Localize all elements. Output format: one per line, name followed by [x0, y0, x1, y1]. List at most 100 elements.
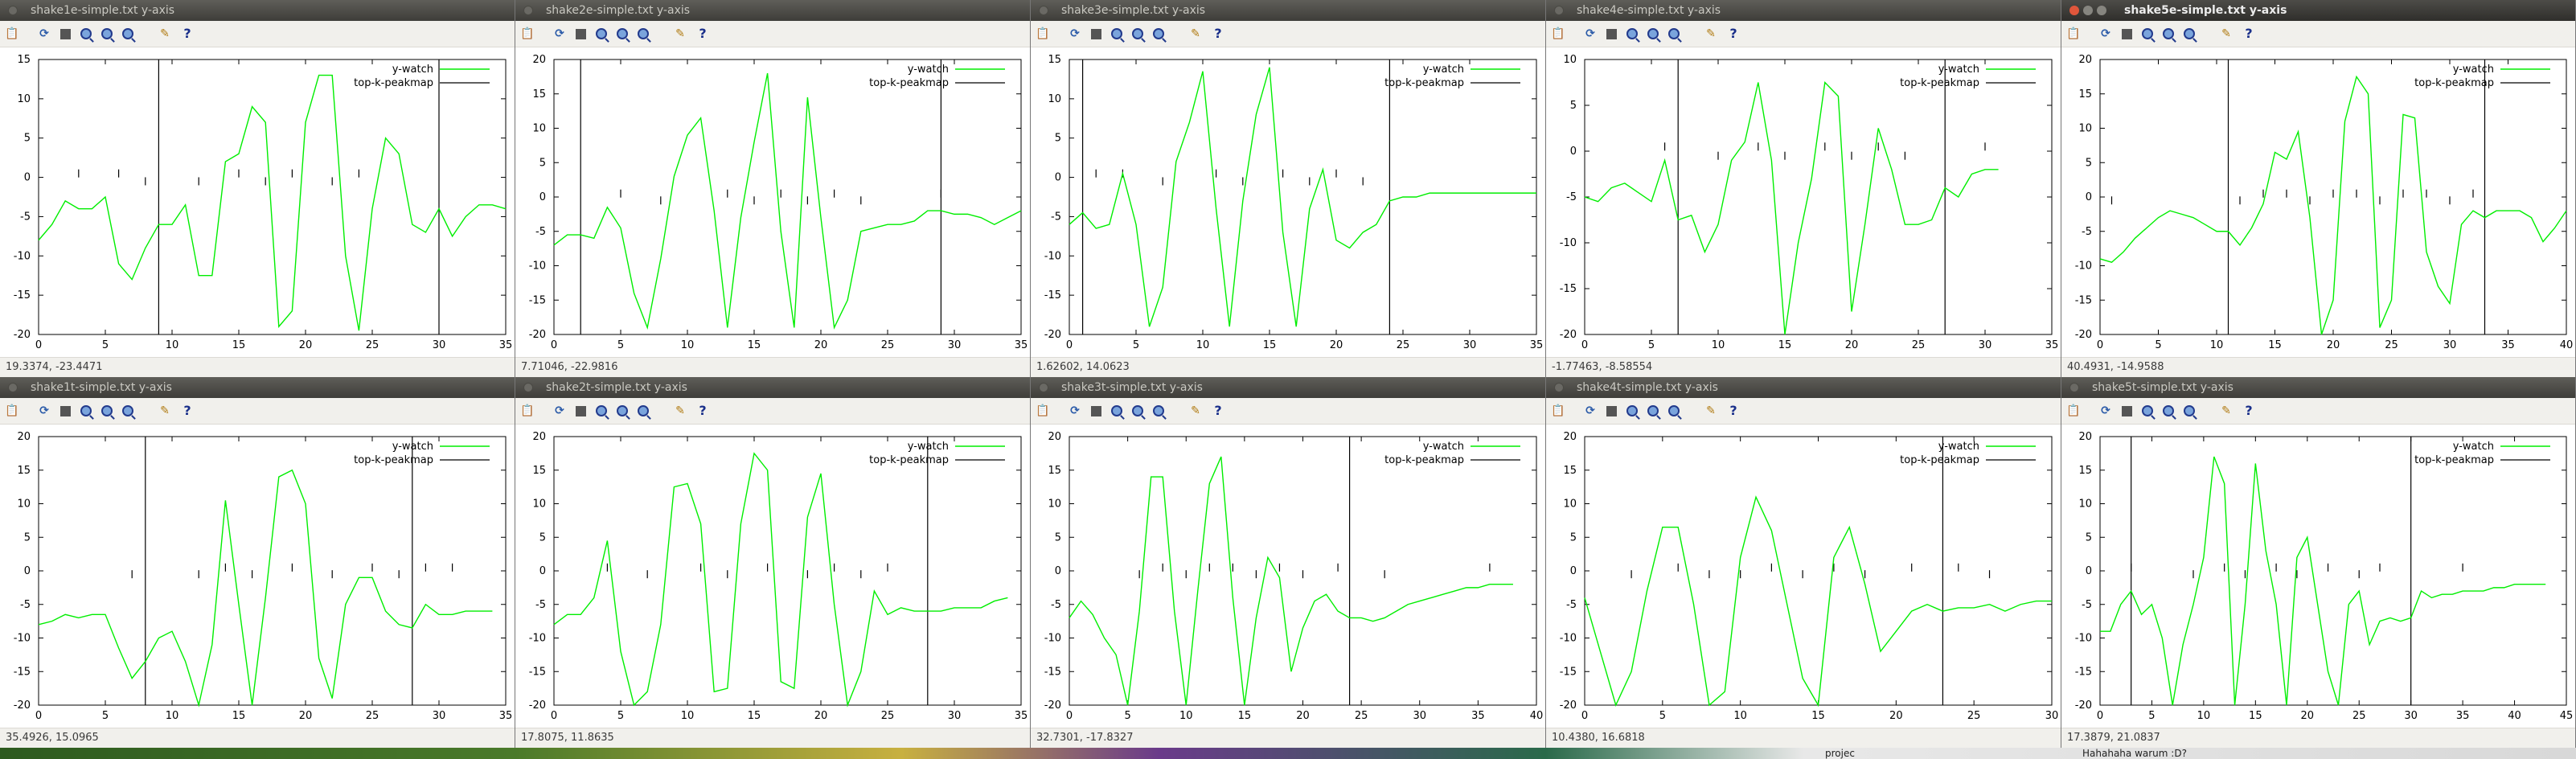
grid-icon[interactable] — [573, 404, 588, 418]
window-titlebar[interactable]: shake5t-simple.txt y-axis — [2061, 377, 2575, 398]
replot-icon[interactable]: ⟳ — [1585, 27, 1595, 40]
preferences-icon[interactable]: ✎ — [1706, 27, 1716, 40]
help-icon[interactable]: ? — [1729, 403, 1737, 418]
zoom-autoscale-icon[interactable] — [636, 27, 650, 41]
clipboard-icon[interactable]: 📋 — [1551, 404, 1565, 417]
zoom-next-icon[interactable] — [1646, 27, 1660, 41]
zoom-autoscale-icon[interactable] — [121, 404, 135, 418]
preferences-icon[interactable]: ✎ — [1706, 404, 1716, 417]
gnuplot-window[interactable]: shake3e-simple.txt y-axis 📋 ⟳ ✎? 0 5 10 15 20 25 3… — [1031, 0, 1546, 377]
clipboard-icon[interactable]: 📋 — [2066, 404, 2081, 417]
zoom-next-icon[interactable] — [2161, 27, 2176, 41]
gnuplot-window[interactable]: shake2t-simple.txt y-axis 📋 ⟳ ✎? 0 5 10 15 20 25 3… — [515, 377, 1031, 748]
help-icon[interactable]: ? — [2245, 403, 2253, 418]
zoom-previous-icon[interactable] — [2140, 27, 2155, 41]
zoom-previous-icon[interactable] — [1625, 404, 1639, 418]
grid-icon[interactable] — [1089, 27, 1103, 41]
gnuplot-window[interactable]: shake4t-simple.txt y-axis 📋 ⟳ ✎? 0 5 10 15 20 25 3… — [1546, 377, 2061, 748]
window-titlebar[interactable]: shake4e-simple.txt y-axis — [1546, 0, 2061, 21]
zoom-autoscale-icon[interactable] — [2182, 404, 2197, 418]
grid-icon[interactable] — [2119, 404, 2134, 418]
replot-icon[interactable]: ⟳ — [1585, 404, 1595, 417]
replot-icon[interactable]: ⟳ — [2101, 404, 2110, 417]
preferences-icon[interactable]: ✎ — [2221, 27, 2231, 40]
plot-canvas[interactable]: 0 5 10 15 20 25 30 35 -20 -15 -10 -5 0 5 10 15 20 y-watch… — [0, 424, 515, 728]
plot-canvas[interactable]: 0 5 10 15 20 25 30 35 -20 -15 -10 -5 0 5 10 15 y-watchto… — [1031, 47, 1546, 357]
zoom-autoscale-icon[interactable] — [1151, 27, 1166, 41]
window-menu-icon[interactable] — [8, 6, 18, 15]
zoom-previous-icon[interactable] — [594, 27, 609, 41]
zoom-next-icon[interactable] — [100, 27, 114, 41]
clipboard-icon[interactable]: 📋 — [1036, 27, 1050, 40]
zoom-next-icon[interactable] — [615, 27, 630, 41]
plot-canvas[interactable]: 0 5 10 15 20 25 30 35 -20 -15 -10 -5 0 5 10 15 20 y-watch… — [515, 47, 1031, 357]
zoom-previous-icon[interactable] — [1110, 404, 1124, 418]
zoom-previous-icon[interactable] — [1625, 27, 1639, 41]
plot-canvas[interactable]: 0 5 10 15 20 25 30 35 40 45 -20 -15 -10 -5 0 5 10 15 20 y-w… — [2061, 424, 2576, 728]
help-icon[interactable]: ? — [183, 403, 191, 418]
help-icon[interactable]: ? — [699, 26, 707, 41]
replot-icon[interactable]: ⟳ — [2101, 27, 2110, 40]
gnuplot-window[interactable]: shake5e-simple.txt y-axis 📋 ⟳ ✎? 0 5 10 15 20 25 3… — [2061, 0, 2576, 377]
gnuplot-window[interactable]: shake1e-simple.txt y-axis 📋 ⟳ ✎? 0 5 10 15 20 25 3… — [0, 0, 515, 377]
window-menu-icon[interactable] — [523, 383, 533, 392]
zoom-next-icon[interactable] — [1130, 27, 1145, 41]
replot-icon[interactable]: ⟳ — [39, 27, 49, 40]
plot-canvas[interactable]: 0 5 10 15 20 25 30 35 -20 -15 -10 -5 0 5 10 15 y-watchto… — [0, 47, 515, 357]
preferences-icon[interactable]: ✎ — [1191, 404, 1200, 417]
preferences-icon[interactable]: ✎ — [2221, 404, 2231, 417]
preferences-icon[interactable]: ✎ — [160, 404, 170, 417]
zoom-next-icon[interactable] — [100, 404, 114, 418]
zoom-previous-icon[interactable] — [1110, 27, 1124, 41]
grid-icon[interactable] — [58, 27, 72, 41]
plot-canvas[interactable]: 0 5 10 15 20 25 30 35 -20 -15 -10 -5 0 5 10 y-watchtop-… — [1546, 47, 2061, 357]
window-titlebar[interactable]: shake2e-simple.txt y-axis — [515, 0, 1030, 21]
help-icon[interactable]: ? — [2245, 26, 2253, 41]
help-icon[interactable]: ? — [1214, 403, 1222, 418]
grid-icon[interactable] — [1604, 404, 1618, 418]
zoom-autoscale-icon[interactable] — [1151, 404, 1166, 418]
window-titlebar[interactable]: shake5e-simple.txt y-axis — [2061, 0, 2575, 21]
zoom-autoscale-icon[interactable] — [1667, 404, 1681, 418]
preferences-icon[interactable]: ✎ — [675, 404, 685, 417]
clipboard-icon[interactable]: 📋 — [2066, 27, 2081, 40]
clipboard-icon[interactable]: 📋 — [520, 404, 535, 417]
window-menu-icon[interactable] — [1039, 383, 1048, 392]
plot-canvas[interactable]: 0 5 10 15 20 25 30 35 40 -20 -15 -10 -5 0 5 10 15 20 y-wat… — [2061, 47, 2576, 357]
gnuplot-window[interactable]: shake3t-simple.txt y-axis 📋 ⟳ ✎? 0 5 10 15 20 25 3… — [1031, 377, 1546, 748]
clipboard-icon[interactable]: 📋 — [5, 27, 19, 40]
zoom-previous-icon[interactable] — [79, 404, 93, 418]
grid-icon[interactable] — [2119, 27, 2134, 41]
zoom-previous-icon[interactable] — [594, 404, 609, 418]
clipboard-icon[interactable]: 📋 — [1551, 27, 1565, 40]
plot-canvas[interactable]: 0 5 10 15 20 25 30 35 40 -20 -15 -10 -5 0 5 10 15 20 y-wat… — [1031, 424, 1546, 728]
replot-icon[interactable]: ⟳ — [39, 404, 49, 417]
window-titlebar[interactable]: shake3t-simple.txt y-axis — [1031, 377, 1545, 398]
plot-canvas[interactable]: 0 5 10 15 20 25 30 35 -20 -15 -10 -5 0 5 10 15 20 y-watch… — [515, 424, 1031, 728]
window-menu-icon[interactable] — [1554, 6, 1564, 15]
zoom-next-icon[interactable] — [1130, 404, 1145, 418]
gnuplot-window[interactable]: shake5t-simple.txt y-axis 📋 ⟳ ✎? 0 5 10 15 20 25 3… — [2061, 377, 2576, 748]
preferences-icon[interactable]: ✎ — [160, 27, 170, 40]
clipboard-icon[interactable]: 📋 — [520, 27, 535, 40]
window-menu-icon[interactable] — [2069, 383, 2079, 392]
gnuplot-window[interactable]: shake1t-simple.txt y-axis 📋 ⟳ ✎? 0 5 10 15 20 25 3… — [0, 377, 515, 748]
replot-icon[interactable]: ⟳ — [555, 404, 564, 417]
preferences-icon[interactable]: ✎ — [675, 27, 685, 40]
zoom-next-icon[interactable] — [1646, 404, 1660, 418]
window-titlebar[interactable]: shake1e-simple.txt y-axis — [0, 0, 515, 21]
zoom-autoscale-icon[interactable] — [121, 27, 135, 41]
zoom-autoscale-icon[interactable] — [636, 404, 650, 418]
replot-icon[interactable]: ⟳ — [1070, 27, 1080, 40]
help-icon[interactable]: ? — [1214, 26, 1222, 41]
zoom-previous-icon[interactable] — [79, 27, 93, 41]
window-menu-icon[interactable] — [8, 383, 18, 392]
preferences-icon[interactable]: ✎ — [1191, 27, 1200, 40]
zoom-previous-icon[interactable] — [2140, 404, 2155, 418]
gnuplot-window[interactable]: shake4e-simple.txt y-axis 📋 ⟳ ✎? 0 5 10 15 20 25 3… — [1546, 0, 2061, 377]
grid-icon[interactable] — [58, 404, 72, 418]
close-icon[interactable] — [2069, 6, 2079, 15]
window-menu-icon[interactable] — [1554, 383, 1564, 392]
help-icon[interactable]: ? — [183, 26, 191, 41]
zoom-next-icon[interactable] — [2161, 404, 2176, 418]
